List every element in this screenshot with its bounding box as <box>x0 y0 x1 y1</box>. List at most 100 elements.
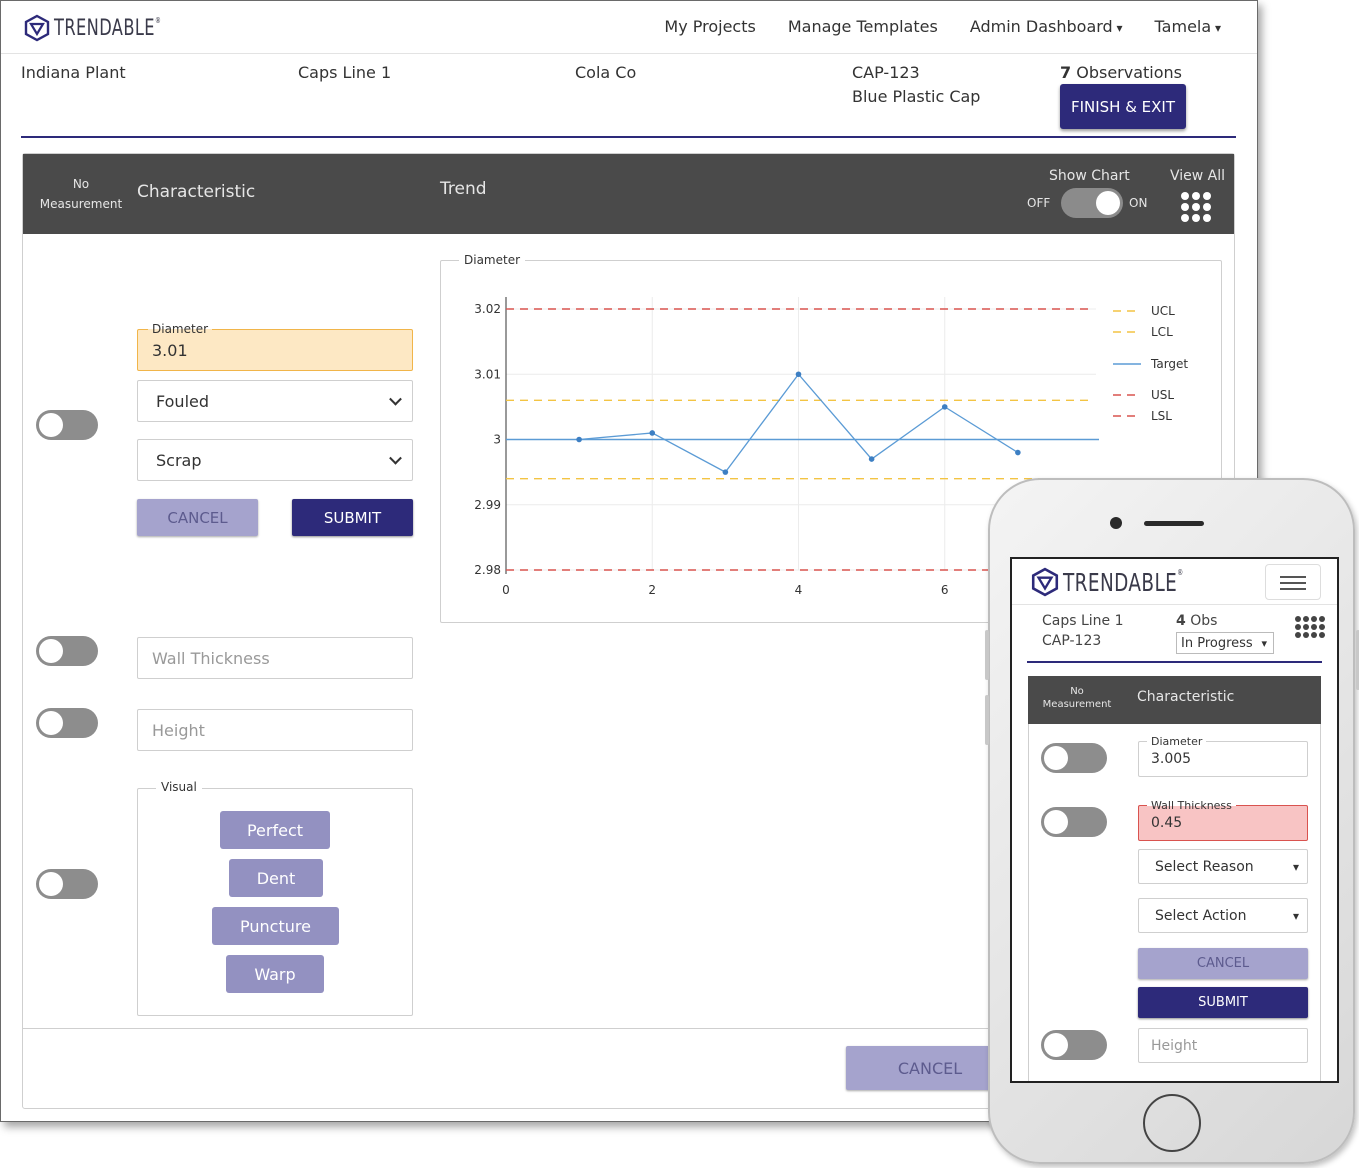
row-submit-button[interactable]: SUBMIT <box>292 499 413 536</box>
phone-side-button <box>1356 630 1359 690</box>
mobile-logo-wordmark: TRENDABLE® <box>1063 567 1184 597</box>
phone-home-button[interactable] <box>1143 1094 1201 1152</box>
mobile-job-info: Caps Line 1 CAP-123 <box>1042 611 1124 651</box>
chart-y-tick-label: 2.98 <box>474 563 501 577</box>
action-select[interactable]: Scrap <box>137 439 413 481</box>
mobile-reason-select[interactable]: Select Reason <box>1138 849 1308 884</box>
mobile-rows: Diameter 3.005 Wall Thickness 0.45 Selec… <box>1028 724 1321 1081</box>
footer-cancel-button[interactable]: CANCEL <box>846 1046 1014 1090</box>
mobile-wall-thickness-value: 0.45 <box>1151 815 1183 831</box>
chart-title: Diameter <box>459 253 526 267</box>
header-trend: Trend <box>440 179 487 199</box>
mobile-height-input[interactable]: Height <box>1138 1028 1308 1063</box>
mobile-line-name: Caps Line 1 <box>1042 613 1124 629</box>
visual-perfect-button[interactable]: Perfect <box>220 811 330 849</box>
view-all-label[interactable]: View All <box>1170 168 1226 184</box>
mobile-submit-button[interactable]: SUBMIT <box>1138 987 1308 1018</box>
nav-admin-dashboard[interactable]: Admin Dashboard <box>970 17 1123 36</box>
height-input[interactable]: Height <box>137 709 413 751</box>
mobile-header-characteristic: Characteristic <box>1137 689 1235 705</box>
visual-group: Visual Perfect Dent Puncture Warp <box>137 780 413 1016</box>
mobile-reason-value: Select Reason <box>1155 858 1254 875</box>
hamburger-menu-icon[interactable] <box>1265 564 1321 600</box>
mobile-table-header: No Measurement Characteristic <box>1028 676 1321 724</box>
chart-data-point <box>868 456 875 462</box>
phone-speaker <box>1144 521 1204 526</box>
header-no-measurement: No Measurement <box>39 177 123 211</box>
nav-user-menu[interactable]: Tamela <box>1155 17 1221 36</box>
diameter-label: Diameter <box>148 322 213 336</box>
no-measurement-toggle-visual[interactable] <box>36 869 98 899</box>
mobile-trendable-logo[interactable]: TRENDABLE® <box>1030 567 1210 597</box>
mobile-diameter-label: Diameter <box>1147 735 1207 749</box>
header-divider <box>21 136 1236 138</box>
chart-x-tick-label: 2 <box>648 583 656 597</box>
chart-plot: 2.98 2.99 3 3.01 3.02 0 2 4 6 UCL LCL Target USL LSL <box>474 297 1188 597</box>
mobile-trendable-logo-icon <box>1031 567 1059 597</box>
grid-icon[interactable] <box>1181 192 1211 222</box>
mobile-cancel-button[interactable]: CANCEL <box>1138 948 1308 979</box>
mobile-no-measurement-toggle-diameter[interactable] <box>1041 743 1107 773</box>
top-navigation: TRENDABLE® My Projects Manage Templates … <box>1 1 1257 54</box>
reason-value: Fouled <box>156 391 210 411</box>
visual-warp-button[interactable]: Warp <box>226 955 324 993</box>
mobile-wall-thickness-label: Wall Thickness <box>1147 799 1236 813</box>
chart-legend-label: Target <box>1150 357 1188 371</box>
chart-data-point <box>1015 449 1021 456</box>
no-measurement-toggle-wall-thickness[interactable] <box>36 636 98 666</box>
chart-legend-label: UCL <box>1151 304 1175 318</box>
diameter-input[interactable]: Diameter 3.01 <box>137 322 413 371</box>
customer-name: Cola Co <box>575 63 637 82</box>
mobile-grid-icon[interactable] <box>1295 616 1325 638</box>
mobile-status-select[interactable]: In Progress <box>1176 632 1274 654</box>
measurement-panel: No Measurement Characteristic Trend Show… <box>22 153 1235 1109</box>
chart-data-point <box>576 436 582 443</box>
phone-camera <box>1110 517 1122 529</box>
mobile-top-navigation: TRENDABLE® <box>1012 559 1337 605</box>
mobile-diameter-input[interactable]: Diameter 3.005 <box>1138 735 1308 777</box>
header-characteristic: Characteristic <box>137 182 256 202</box>
row-cancel-button[interactable]: CANCEL <box>137 499 258 536</box>
mobile-no-measurement-toggle-height[interactable] <box>1041 1030 1107 1060</box>
chart-y-tick-label: 3.01 <box>474 367 501 381</box>
mobile-action-select[interactable]: Select Action <box>1138 898 1308 933</box>
chart-y-tick-label: 3.02 <box>474 302 501 316</box>
no-measurement-toggle-diameter[interactable] <box>36 410 98 440</box>
chart-data-point <box>795 371 802 378</box>
mobile-wall-thickness-input[interactable]: Wall Thickness 0.45 <box>1138 799 1308 841</box>
mobile-action-value: Select Action <box>1155 907 1247 924</box>
visual-dent-button[interactable]: Dent <box>229 859 323 897</box>
chart-legend-label: LCL <box>1151 325 1173 339</box>
part-name: Blue Plastic Cap <box>852 87 981 106</box>
observations-count: 7 Observations <box>1060 63 1182 82</box>
show-chart-label: Show Chart <box>1049 168 1130 184</box>
nav-manage-templates[interactable]: Manage Templates <box>787 17 938 36</box>
nav-my-projects[interactable]: My Projects <box>664 17 756 36</box>
diameter-value: 3.01 <box>152 340 188 360</box>
part-info: CAP-123 Blue Plastic Cap <box>852 61 980 109</box>
no-measurement-toggle-height[interactable] <box>36 708 98 738</box>
show-chart-off-label: OFF <box>1027 196 1051 210</box>
table-header: No Measurement Characteristic Trend Show… <box>23 154 1234 234</box>
chart-x-tick-label: 4 <box>795 583 803 597</box>
chart-data-point <box>722 469 729 475</box>
mobile-divider <box>1027 661 1322 663</box>
mobile-no-measurement-toggle-wall-thickness[interactable] <box>1041 807 1107 837</box>
mobile-header-no-measurement: No Measurement <box>1042 686 1112 710</box>
trendable-logo-icon <box>24 14 50 42</box>
line-name: Caps Line 1 <box>298 63 392 82</box>
logo-wordmark: TRENDABLE® <box>54 15 162 41</box>
phone-side-button <box>985 695 989 745</box>
visual-puncture-button[interactable]: Puncture <box>212 907 339 945</box>
part-number: CAP-123 <box>852 63 920 82</box>
mobile-observations: 4 Obs <box>1176 613 1218 629</box>
chart-y-tick-label: 2.99 <box>474 498 501 512</box>
trendable-logo[interactable]: TRENDABLE® <box>23 13 185 43</box>
reason-select[interactable]: Fouled <box>137 380 413 422</box>
finish-exit-button[interactable]: FINISH & EXIT <box>1060 84 1186 129</box>
show-chart-toggle[interactable] <box>1061 188 1123 218</box>
wall-thickness-input[interactable]: Wall Thickness <box>137 637 413 679</box>
visual-label: Visual <box>156 780 202 794</box>
chart-legend-label: LSL <box>1151 409 1172 423</box>
chart-data-point <box>649 430 656 436</box>
